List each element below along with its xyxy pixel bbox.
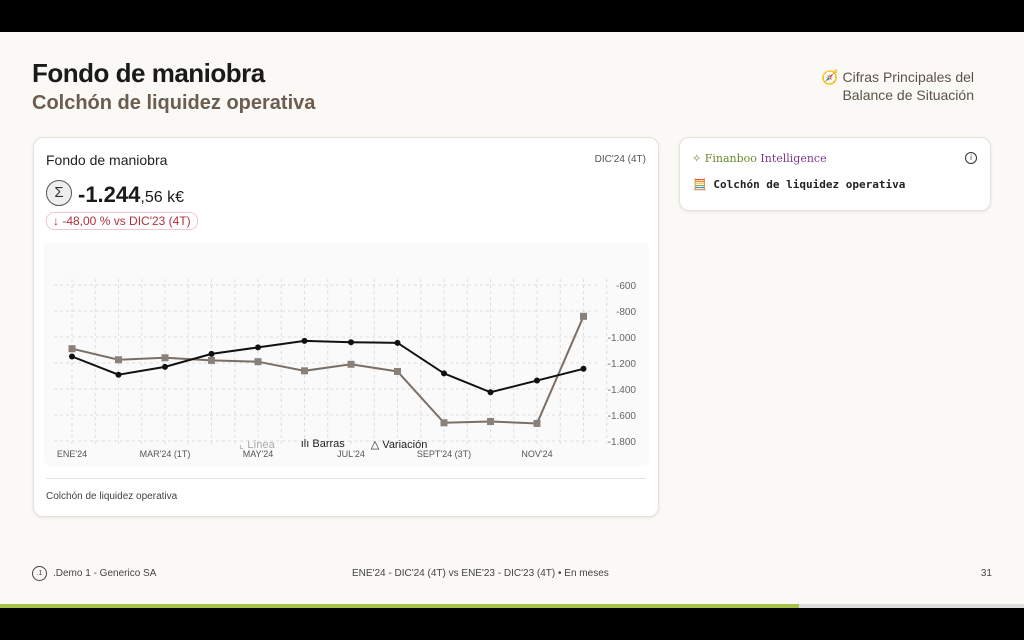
page-subtitle: Colchón de liquidez operativa [32, 92, 316, 114]
chart-area: -600 -800 -1.000 -1.200 -1.400 -1.600 -1.800 EN… [44, 242, 649, 466]
date-range: ENE'24 - DIC'24 (4T) vs ENE'23 - DIC'23 … [352, 568, 609, 579]
line-chart: -600 -800 -1.000 -1.200 -1.400 -1.600 -1.800 EN… [54, 279, 637, 459]
x-tick-label: ENE'24 [57, 449, 87, 459]
compass-icon: 🧭 [821, 69, 839, 85]
y-tick-label: -1.000 [608, 333, 637, 344]
x-tick-label: JUL'24 [337, 449, 365, 459]
data-point [487, 418, 494, 425]
sigma-icon: Σ [46, 180, 72, 206]
data-point [441, 370, 447, 377]
x-tick-label: MAR'24 (1T) [140, 449, 191, 459]
bar-chart-icon: ılı [300, 438, 313, 450]
data-point [534, 377, 540, 384]
data-point [580, 365, 587, 372]
legend-variation-label: Variación [382, 439, 428, 451]
info-icon[interactable]: i [965, 152, 977, 164]
slide: Fondo de maniobra Colchón de liquidez op… [0, 32, 1024, 608]
data-point [487, 389, 494, 396]
data-point [347, 360, 355, 368]
legend-line[interactable]: ⌞ Línea [239, 438, 275, 451]
data-point [115, 371, 122, 378]
x-tick-label: SEPT'24 (3T) [417, 449, 471, 459]
x-tick-label: NOV'24 [521, 449, 552, 459]
data-point [394, 367, 401, 375]
line-chart-icon: ⌞ [239, 439, 248, 451]
divider [46, 478, 646, 479]
kpi-dec: ,56 k€ [140, 189, 184, 206]
insight-label: Colchón de liquidez operativa [713, 178, 906, 191]
data-point [394, 339, 401, 346]
y-tick-label: -1.600 [608, 411, 637, 422]
data-point [533, 419, 541, 427]
x-tick-label: MAY'24 [243, 449, 274, 459]
progress-fill [0, 604, 799, 608]
insight-item[interactable]: 🧮 Colchón de liquidez operativa [693, 178, 905, 191]
chart-legend: ⌞ Línea ılı Barras △ Variación [239, 438, 427, 451]
brand-a: Finanboo [704, 152, 757, 165]
series-line-2024 [71, 339, 584, 394]
data-point [69, 353, 75, 360]
chart-card: Fondo de maniobra DIC'24 (4T) Σ -1.244,5… [33, 137, 659, 517]
card-footer: Colchón de liquidez operativa [46, 491, 178, 502]
company-name: .Demo 1 - Generico SA [53, 568, 157, 579]
section-link[interactable]: 🧭 Cifras Principales del Balance de Situ… [821, 68, 974, 104]
progress-bar [0, 604, 1024, 608]
data-point [301, 337, 308, 344]
section-line1: Cifras Principales del [842, 69, 975, 85]
data-point [208, 356, 215, 364]
data-point [115, 356, 122, 364]
brand-logo: ✧ Finanboo Intelligence [692, 152, 827, 165]
kpi-int: -1.244 [78, 182, 141, 207]
data-point [254, 358, 262, 366]
legend-bars-label: Barras [312, 438, 345, 450]
y-tick-label: -1.400 [608, 385, 637, 396]
kpi-value: -1.244,56 k€ [78, 182, 184, 208]
sparkle-icon: ✧ [692, 152, 705, 165]
intelligence-card: ✧ Finanboo Intelligence i 🧮 Colchón de l… [679, 137, 991, 211]
data-point [348, 339, 354, 346]
y-tick-label: -1.800 [608, 437, 637, 448]
data-point [440, 419, 448, 427]
page-title: Fondo de maniobra [32, 58, 265, 88]
card-period: DIC'24 (4T) [594, 154, 646, 165]
data-point [208, 350, 215, 357]
variation-badge: ↓ -48,00 % vs DIC'23 (4T) [46, 212, 198, 230]
data-point [580, 312, 587, 320]
y-tick-label: -1.200 [608, 359, 637, 370]
y-tick-label: -600 [616, 281, 636, 292]
data-point [161, 354, 169, 362]
series-line-2023 [71, 315, 585, 425]
legend-bars[interactable]: ılı Barras [301, 438, 345, 451]
card-title: Fondo de maniobra [46, 152, 168, 168]
y-tick-label: -800 [616, 307, 636, 318]
legend-variation[interactable]: △ Variación [371, 438, 428, 451]
data-point [162, 363, 168, 370]
data-point [255, 344, 261, 351]
page-number: 31 [980, 568, 992, 579]
abacus-icon: 🧮 [693, 178, 714, 191]
section-line2: Balance de Situación [842, 87, 974, 103]
data-point [68, 345, 76, 353]
legend-line-label: Línea [247, 439, 275, 451]
brand-b: Intelligence [756, 152, 827, 165]
company-logo-icon: .1 [32, 566, 47, 581]
data-point [301, 367, 308, 375]
triangle-icon: △ [370, 439, 383, 451]
